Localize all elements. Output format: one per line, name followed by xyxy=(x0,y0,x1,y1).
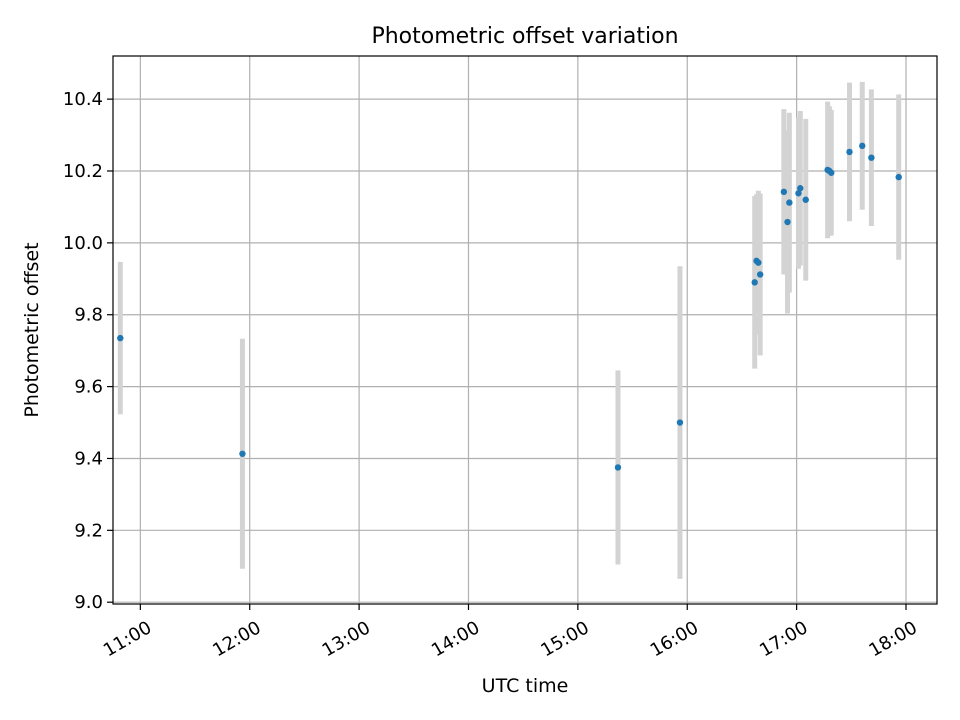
data-point xyxy=(802,196,809,203)
data-point xyxy=(828,169,835,176)
data-point xyxy=(868,154,875,161)
data-point xyxy=(614,464,622,471)
data-point xyxy=(784,218,791,226)
data-point xyxy=(117,334,124,342)
data-point xyxy=(797,185,804,192)
data-point xyxy=(846,148,853,156)
data-point xyxy=(239,450,246,457)
data-point xyxy=(895,173,902,181)
data-point xyxy=(859,142,866,150)
data-points xyxy=(117,142,902,471)
data-point xyxy=(795,190,802,197)
data-point xyxy=(751,279,758,286)
y-tick-label: 10.2 xyxy=(63,161,103,182)
y-tick-label: 9.8 xyxy=(74,305,103,326)
y-tick-label: 10.0 xyxy=(63,233,103,254)
data-point xyxy=(786,199,793,206)
y-tick-label: 10.4 xyxy=(63,89,103,110)
data-point xyxy=(756,271,764,278)
data-point xyxy=(676,419,684,426)
y-tick-label: 9.6 xyxy=(74,377,103,398)
chart-title: Photometric offset variation xyxy=(371,24,678,49)
plot-frame xyxy=(112,55,938,605)
data-point xyxy=(780,188,788,196)
y-tick-label: 9.0 xyxy=(74,592,103,613)
y-tick-label: 9.2 xyxy=(74,520,103,541)
y-axis: 9.0 9.2 9.4 9.6 9.8 10.0 10.2 10.4 xyxy=(63,89,113,613)
y-tick-label: 9.4 xyxy=(74,448,103,469)
x-axis-label: UTC time xyxy=(482,675,569,697)
data-point xyxy=(755,259,762,266)
y-axis-label: Photometric offset xyxy=(21,242,43,417)
